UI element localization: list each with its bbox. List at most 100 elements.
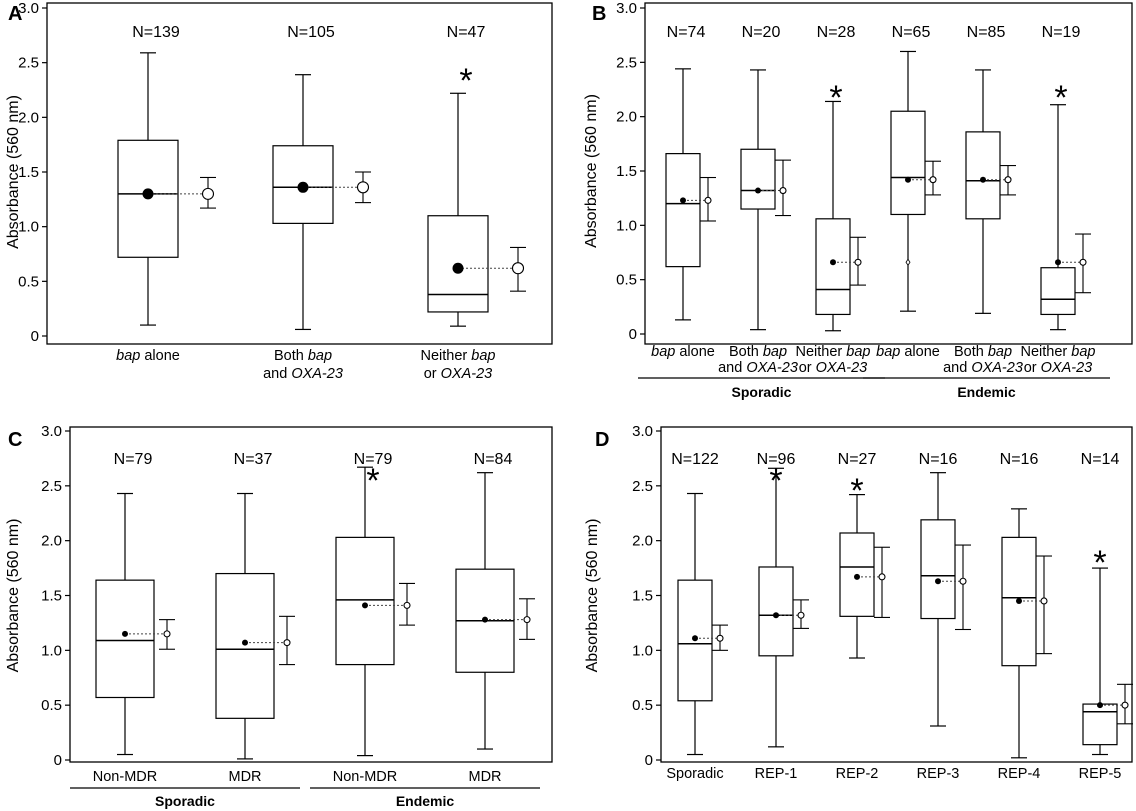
significance-star: *: [366, 462, 379, 500]
y-tick-label: 3.0: [632, 423, 653, 440]
significance-star: *: [459, 62, 472, 100]
y-tick-label: 0: [645, 752, 653, 769]
n-label: N=84: [474, 451, 513, 468]
n-label: N=47: [447, 24, 486, 41]
group-label: Endemic: [396, 793, 455, 809]
y-tick-label: 3.0: [616, 0, 637, 17]
plot-frame: [46, 2, 553, 345]
category-label-part: bap: [471, 348, 495, 364]
ci-mean-marker: [1121, 701, 1129, 709]
category-label: and OXA-23: [263, 366, 343, 382]
category-label-part: bap: [308, 348, 332, 364]
box-series: N=47 * Neither bap or OXA-23: [421, 24, 526, 382]
n-label: N=37: [234, 451, 273, 468]
panel-label: D: [595, 429, 609, 451]
category-label-part: Non-MDR: [333, 769, 397, 785]
y-tick-label: 1.0: [41, 642, 62, 659]
ci-mean-marker: [929, 176, 937, 184]
category-label: Both bap: [954, 344, 1012, 360]
significance-star: *: [850, 472, 863, 510]
mean-point: [980, 176, 986, 183]
n-label: N=79: [114, 451, 153, 468]
category-label: Non-MDR: [333, 769, 397, 785]
box-series: N=14 * REP-5: [1079, 451, 1133, 782]
category-label: Sporadic: [666, 766, 723, 782]
box-iqr: [215, 572, 275, 719]
category-label: REP-2: [836, 766, 879, 782]
box-iqr: [665, 153, 701, 268]
group-label: Endemic: [957, 384, 1016, 400]
category-label-part: Neither: [421, 348, 472, 364]
box-iqr: [1040, 267, 1076, 316]
y-tick-label: 1.5: [616, 163, 637, 180]
category-label-part: or: [1024, 360, 1041, 376]
mean-point: [142, 188, 154, 200]
panel-a: A Absorbance (560 nm) 0 0.5 1.0 1.5 2.0 2.5 3.0 N…: [5, 0, 553, 382]
category-label-part: OXA-23: [746, 360, 798, 376]
ci-mean-marker: [779, 187, 787, 195]
y-tick-label: 1.5: [632, 588, 653, 605]
category-label-part: bap: [1071, 344, 1095, 360]
category-label: or OXA-23: [424, 366, 493, 382]
significance-star: *: [769, 462, 782, 500]
box-series: N=65 bap alone: [876, 24, 941, 360]
box-iqr: [740, 148, 776, 210]
category-label-part: REP-5: [1079, 766, 1122, 782]
y-tick-label: 0: [31, 328, 39, 345]
box-series: N=37 MDR: [215, 451, 295, 785]
box-series: N=16 REP-3: [917, 451, 971, 782]
ci-mean-marker: [1004, 176, 1012, 184]
ci-mean-marker: [523, 616, 531, 624]
mean-point: [452, 262, 464, 274]
n-label: N=27: [838, 451, 877, 468]
n-label: N=65: [892, 24, 931, 41]
y-tick-label: 3.0: [41, 423, 62, 440]
mean-point: [935, 578, 941, 585]
y-tick-label: 2.5: [632, 478, 653, 495]
y-tick-label: 1.0: [632, 642, 653, 659]
y-tick-label: 0.5: [18, 273, 39, 290]
category-label: Neither bap: [796, 344, 871, 360]
category-label-part: Both: [274, 348, 308, 364]
n-label: N=28: [817, 24, 856, 41]
box-series: N=84 MDR: [455, 451, 535, 785]
y-tick-label: 0: [629, 326, 637, 343]
category-label: REP-3: [917, 766, 960, 782]
box-iqr: [815, 218, 851, 316]
y-tick-label: 2.5: [616, 54, 637, 71]
box-series: N=79* Non-MDR: [333, 451, 415, 785]
category-label-part: Both: [729, 344, 763, 360]
panel-b: B Absorbance (560 nm) 0 0.5 1.0 1.5 2.0 2.5 3.0 N…: [583, 0, 1133, 400]
plot-frame: [69, 426, 553, 763]
category-label-part: MDR: [228, 769, 261, 785]
ci-mean-marker: [959, 577, 967, 585]
mean-point: [773, 612, 779, 619]
mean-point: [362, 602, 368, 609]
category-label-part: Neither: [1021, 344, 1072, 360]
category-label: or OXA-23: [1024, 360, 1093, 376]
y-tick-label: 3.0: [18, 0, 39, 17]
category-label: and OXA-23: [718, 360, 798, 376]
category-label-part: MDR: [468, 769, 501, 785]
n-label: N=74: [667, 24, 706, 41]
mean-point: [755, 187, 761, 194]
y-tick-label: 0.5: [41, 697, 62, 714]
box-iqr: [1082, 703, 1118, 746]
ci-mean-marker: [283, 639, 291, 647]
y-tick-label: 0.5: [616, 272, 637, 289]
category-label-part: OXA-23: [441, 366, 493, 382]
category-label-part: bap: [988, 344, 1012, 360]
category-label-part: bap: [846, 344, 870, 360]
ci-mean-marker: [716, 634, 724, 642]
mean-point: [482, 616, 488, 623]
y-axis-label: Absorbance (560 nm): [583, 94, 600, 248]
plot-frame: [644, 2, 1133, 345]
category-label-part: REP-1: [755, 766, 798, 782]
y-axis-label: Absorbance (560 nm): [5, 95, 22, 249]
y-tick-label: 1.5: [18, 164, 39, 181]
significance-star: *: [829, 79, 842, 117]
category-label-part: bap: [876, 344, 900, 360]
